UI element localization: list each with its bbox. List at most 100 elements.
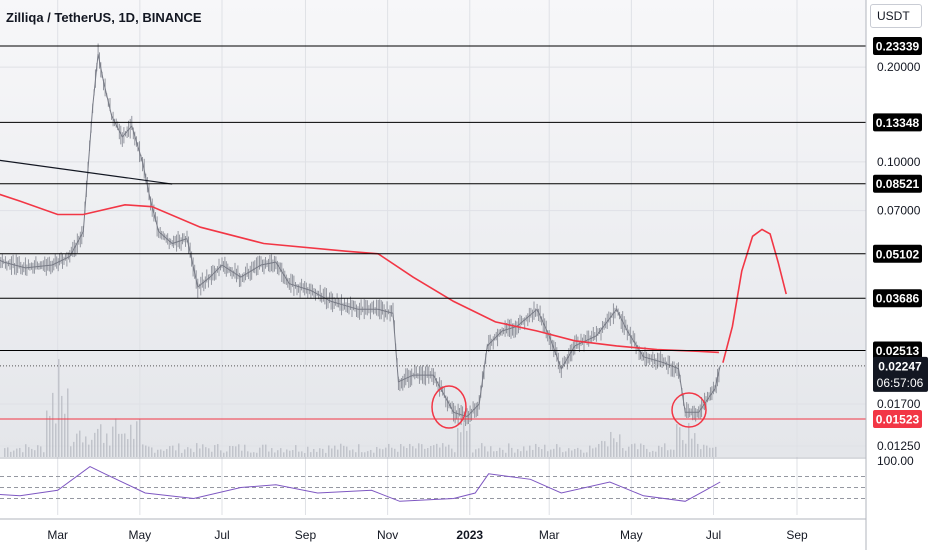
level-label-bg xyxy=(873,410,922,428)
volume-bar xyxy=(598,443,600,457)
volume-bar xyxy=(442,443,444,457)
volume-bar xyxy=(370,449,372,457)
volume-bar xyxy=(16,448,18,457)
volume-bar xyxy=(268,451,270,457)
current-price-label: 0.02247 xyxy=(878,359,922,373)
volume-bar xyxy=(649,452,651,457)
level-label: 0.23339 xyxy=(876,40,920,54)
volume-bar xyxy=(106,433,108,457)
volume-bar xyxy=(169,446,171,457)
volume-bar xyxy=(613,438,615,457)
volume-bar xyxy=(256,452,258,457)
volume-bar xyxy=(154,452,156,457)
volume-bar xyxy=(76,433,78,457)
volume-bar xyxy=(313,448,315,457)
volume-bar xyxy=(289,450,291,457)
volume-bar xyxy=(85,436,87,457)
volume-bar xyxy=(100,424,102,457)
volume-bar xyxy=(574,448,576,457)
volume-bar xyxy=(547,451,549,457)
volume-bar xyxy=(664,443,666,457)
price-line xyxy=(0,54,721,418)
volume-bar xyxy=(49,415,51,457)
volume-bar xyxy=(670,449,672,457)
volume-bar xyxy=(88,444,90,457)
volume-bar xyxy=(385,447,387,457)
volume-bar xyxy=(556,444,558,457)
volume-bar xyxy=(301,451,303,457)
volume-bar xyxy=(403,446,405,457)
volume-bar xyxy=(340,443,342,457)
volume-bar xyxy=(133,438,135,457)
volume-bar xyxy=(79,430,81,457)
volume-bar xyxy=(67,388,69,457)
volume-bar xyxy=(520,451,522,457)
volume-bar xyxy=(112,426,114,457)
plot-background xyxy=(0,0,866,457)
bottom-circle xyxy=(671,392,707,428)
volume-bar xyxy=(658,445,660,457)
volume-bar xyxy=(595,447,597,457)
volume-bar xyxy=(493,451,495,457)
volume-bar xyxy=(541,449,543,457)
volume-bar xyxy=(46,410,48,457)
volume-bar xyxy=(274,452,276,457)
current-price-label-bg xyxy=(873,356,928,392)
currency-button[interactable]: USDT xyxy=(870,4,922,28)
volume-bar xyxy=(34,450,36,457)
projection-line xyxy=(722,228,787,363)
volume-bar xyxy=(625,450,627,457)
volume-bar xyxy=(433,445,435,457)
volume-bar xyxy=(220,450,222,457)
volume-bar xyxy=(187,447,189,457)
volume-bar xyxy=(328,445,330,457)
volume-bar xyxy=(646,448,648,457)
volume-bar xyxy=(445,446,447,457)
volume-bar xyxy=(286,449,288,457)
volume-bar xyxy=(448,444,450,457)
volume-bar xyxy=(457,428,459,457)
volume-bar xyxy=(691,438,693,457)
volume-bar xyxy=(250,452,252,457)
volume-bar xyxy=(247,451,249,457)
volume-bar xyxy=(397,451,399,457)
volume-bar xyxy=(232,446,234,457)
volume-bar xyxy=(637,449,639,457)
volume-bar xyxy=(550,449,552,457)
volume-bar xyxy=(484,446,486,457)
volume-bar xyxy=(628,446,630,457)
volume-bar xyxy=(700,449,702,457)
time-tick-label: Jul xyxy=(214,528,229,542)
volume-bar xyxy=(151,447,153,457)
volume-bar xyxy=(697,443,699,457)
time-tick-label: Sep xyxy=(295,528,317,542)
volume-bar xyxy=(163,450,165,457)
volume-bar xyxy=(298,451,300,457)
level-label-bg xyxy=(873,289,922,308)
volume-bar xyxy=(619,434,621,457)
volume-bar xyxy=(121,433,123,457)
volume-bar xyxy=(394,448,396,457)
volume-bar xyxy=(25,444,27,457)
volume-bar xyxy=(532,449,534,457)
volume-bar xyxy=(346,446,348,457)
trend-line xyxy=(0,159,173,185)
volume-bar xyxy=(70,446,72,457)
volume-bar xyxy=(178,443,180,457)
volume-bar xyxy=(676,423,678,457)
volume-bar xyxy=(157,449,159,457)
volume-bar xyxy=(73,441,75,457)
time-tick-label: Mar xyxy=(47,528,68,542)
volume-bar xyxy=(166,449,168,457)
time-tick-label: Nov xyxy=(377,528,398,542)
volume-bar xyxy=(40,446,42,457)
volume-bar xyxy=(424,448,426,457)
volume-bar xyxy=(22,452,24,457)
volume-bar xyxy=(196,443,198,457)
volume-bar xyxy=(217,444,219,457)
volume-bar xyxy=(559,447,561,457)
level-label: 0.13348 xyxy=(876,116,920,130)
volume-bar xyxy=(571,450,573,457)
